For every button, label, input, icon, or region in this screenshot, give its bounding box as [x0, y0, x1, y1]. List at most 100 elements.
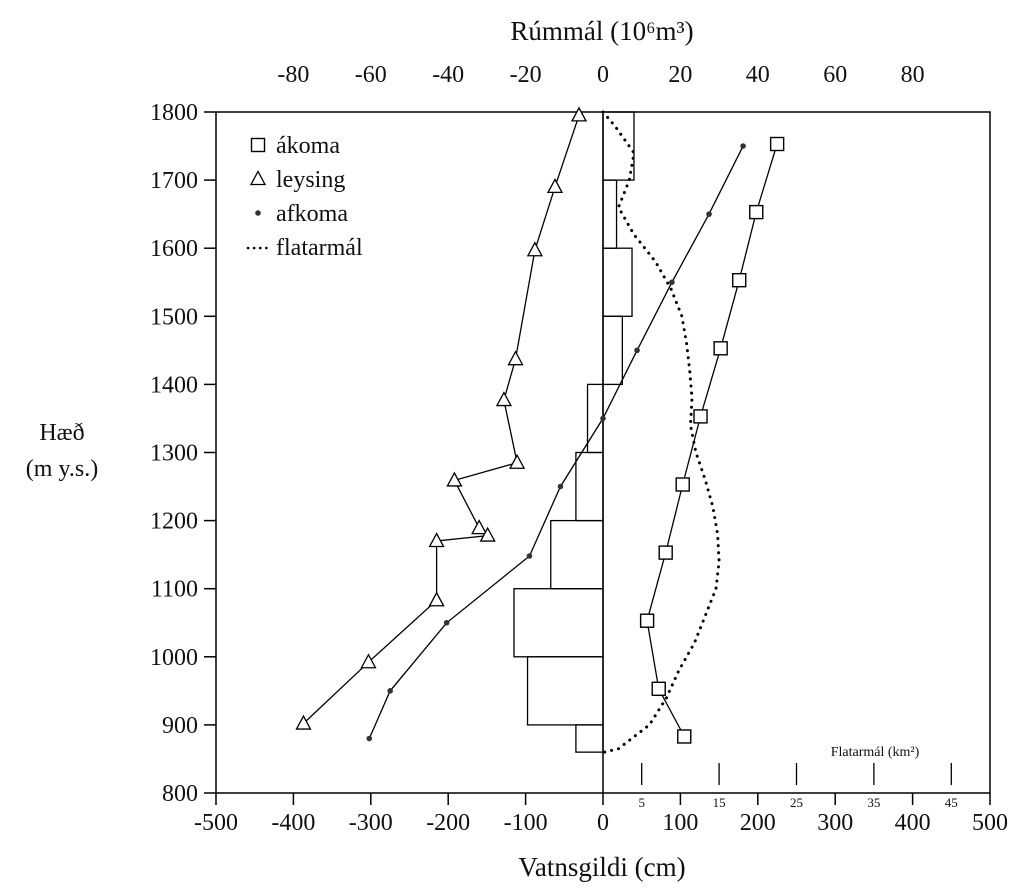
legend-label: afkoma	[276, 201, 348, 227]
legend-label: flatarmál	[276, 235, 363, 261]
triangle-marker	[428, 591, 445, 607]
square-marker	[250, 137, 266, 153]
x-axis: -500 -400 -300 -200 -100 0 100 200 300 400 500	[194, 793, 1008, 836]
series-layer	[295, 106, 785, 754]
series-flatarmal	[601, 110, 721, 754]
dot-marker	[669, 279, 675, 286]
series-akoma	[639, 136, 785, 744]
y-axis-title: Hæð	[39, 420, 84, 446]
volume-bar	[602, 315, 624, 386]
top-tick-label: 40	[746, 62, 770, 88]
x-tick-label: -300	[349, 810, 393, 836]
series-line-flatarmal	[601, 110, 721, 754]
x-axis-title: Vatnsgildi (cm)	[518, 852, 685, 882]
square-marker	[749, 204, 764, 220]
y-tick-label: 1500	[150, 304, 198, 330]
top-tick-label: 80	[901, 62, 925, 88]
dot-marker	[387, 688, 393, 694]
triangle-marker	[508, 453, 526, 469]
series-line-afkoma	[368, 145, 744, 739]
y-tick-label: 900	[162, 713, 198, 739]
top-tick-label: 0	[597, 62, 609, 88]
x-tick-label: 500	[972, 810, 1008, 836]
volume-bar	[575, 724, 604, 753]
legend-label: leysing	[276, 167, 345, 193]
triangle-marker	[570, 106, 588, 122]
inset-tick-label: 45	[945, 795, 958, 810]
x-tick-label: 400	[895, 810, 931, 836]
x-tick-label: -500	[194, 810, 238, 836]
triangle-marker	[479, 526, 496, 542]
y-tick-label: 1700	[150, 168, 198, 194]
x-tick-label: -100	[504, 810, 548, 836]
series-line-akoma	[646, 143, 778, 737]
dot-marker	[600, 415, 606, 422]
y-tick-label: 1200	[150, 509, 198, 535]
square-marker	[677, 729, 692, 744]
top-tick-label: -80	[277, 62, 309, 88]
legend-item-afkoma: afkoma	[255, 201, 348, 227]
series-leysing	[295, 106, 588, 730]
y-tick-label: 1800	[150, 100, 198, 126]
square-marker	[769, 136, 785, 152]
y-axis: 800 900 1000 1100 1200 1300 1400 1500 1600 1700 18…	[150, 100, 216, 807]
dot-marker	[706, 211, 712, 217]
legend-item-leysing: leysing	[249, 167, 345, 193]
dot-marker	[526, 553, 533, 559]
top-axis-title: Rúmmál (10⁶m³)	[510, 16, 693, 46]
volume-bar	[602, 247, 633, 317]
series-afkoma	[366, 143, 746, 742]
square-marker	[639, 613, 655, 628]
triangle-marker	[446, 471, 463, 487]
dot-marker	[443, 619, 450, 626]
volume-bar	[526, 656, 604, 726]
x-tick-label: 0	[597, 810, 609, 836]
dot-marker	[740, 143, 746, 149]
triangle-marker	[295, 714, 312, 730]
triangle-marker	[495, 391, 513, 407]
legend-label: ákoma	[276, 133, 340, 159]
legend-item-flatarmal: flatarmál	[246, 235, 363, 261]
square-marker	[713, 341, 728, 356]
dot-marker	[255, 210, 261, 216]
triangle-marker	[360, 653, 377, 669]
x-tick-label: -400	[271, 810, 315, 836]
inset-tick-label: 35	[867, 795, 880, 810]
square-marker	[693, 409, 708, 424]
inset-tick-label: 25	[790, 795, 803, 810]
y-tick-label: 1600	[150, 236, 198, 262]
x-tick-label: -200	[426, 810, 470, 836]
x-tick-label: 200	[740, 810, 776, 836]
y-tick-label: 1100	[151, 577, 198, 603]
dot-marker	[634, 347, 640, 354]
triangle-marker	[428, 532, 445, 548]
top-tick-label: 60	[823, 62, 847, 88]
top-tick-label: -60	[355, 62, 387, 88]
y-tick-label: 800	[162, 781, 198, 807]
legend-item-akoma: ákoma	[250, 133, 340, 159]
inset-tick-label: 5	[638, 795, 645, 810]
legend: ákoma leysing afkoma flatarmál	[246, 133, 363, 261]
y-tick-label: 1000	[150, 645, 198, 671]
square-marker	[675, 477, 690, 492]
volume-bar	[602, 179, 618, 249]
inset-axis-title: Flatarmál (km²)	[831, 745, 920, 760]
top-tick-label: -40	[432, 62, 464, 88]
square-marker	[651, 681, 666, 697]
triangle-marker	[249, 170, 267, 186]
triangle-marker	[546, 178, 564, 194]
top-axis: -80 -60 -40 -20 0 20 40 60 80	[277, 62, 924, 88]
square-marker	[732, 273, 747, 288]
triangle-marker	[526, 241, 543, 257]
y-tick-label: 1400	[150, 372, 198, 398]
x-tick-label: 300	[817, 810, 853, 836]
y-tick-label: 1300	[150, 441, 198, 467]
x-tick-label: 100	[662, 810, 698, 836]
dot-marker	[366, 735, 373, 742]
square-marker	[658, 545, 673, 560]
volume-bar	[602, 111, 635, 181]
volume-bar	[550, 519, 604, 590]
top-tick-label: -20	[510, 62, 542, 88]
